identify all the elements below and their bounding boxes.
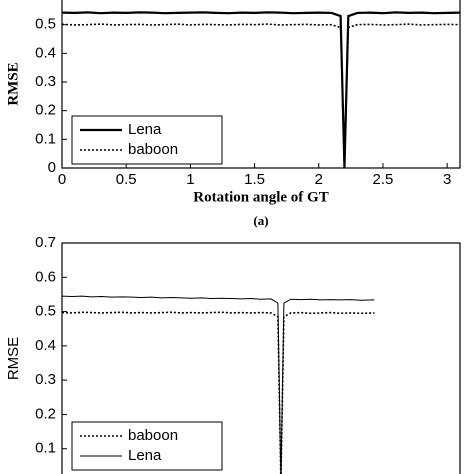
y-tick-label: 0 [48, 159, 56, 176]
y-tick-label: 0.7 [35, 234, 56, 251]
plot-frame [61, 242, 461, 474]
y-tick-label: 0.3 [35, 73, 56, 90]
y-tick-label: 0.4 [35, 44, 56, 61]
y-tick-label: 0.3 [35, 371, 56, 388]
x-tick-label: 0.5 [116, 171, 137, 188]
y-tick-label: 0.5 [35, 303, 56, 320]
y-tick-label: 0.1 [35, 130, 56, 147]
y-tick-label: 0.2 [35, 102, 56, 119]
legend-box [71, 421, 223, 471]
x-tick-label: 2.5 [373, 171, 394, 188]
y-tick-label: 0.4 [35, 337, 56, 354]
x-tick-label: 0 [58, 171, 66, 188]
y-tick-label: 0.2 [35, 405, 56, 422]
data-line [61, 311, 375, 474]
y-tick-label: 0.1 [35, 440, 56, 457]
x-tick-label: 3 [443, 171, 451, 188]
x-tick-label: 2 [315, 171, 323, 188]
x-axis-label: Rotation angle of GT [193, 189, 328, 205]
y-tick-label: 0.5 [35, 16, 56, 33]
y-axis-label: RMSE [5, 62, 21, 105]
legend-label: baboon [128, 141, 178, 158]
x-tick-label: 1.5 [244, 171, 265, 188]
y-tick-label: 0.6 [35, 268, 56, 285]
data-line [61, 23, 461, 169]
x-tick-label: 1 [186, 171, 194, 188]
data-line [61, 295, 375, 474]
legend-label: baboon [128, 427, 178, 444]
caption: (a) [253, 213, 268, 228]
y-axis-label: RMSE [5, 337, 22, 380]
data-line [61, 11, 461, 169]
y-tick-label: 0.6 [35, 0, 56, 4]
legend-label: Lena [128, 121, 162, 138]
legend-box [71, 115, 223, 165]
legend-label: Lena [128, 447, 162, 464]
